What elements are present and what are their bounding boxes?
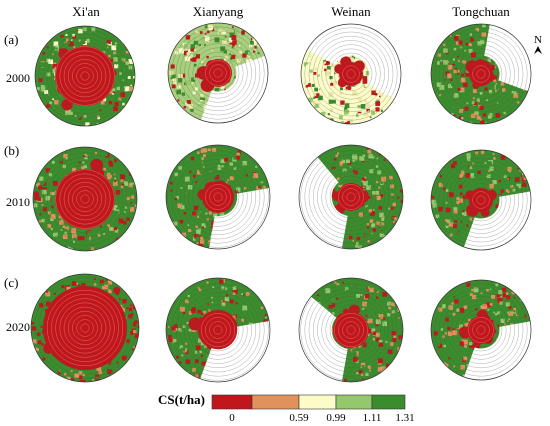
map-tongchuan-2010 — [430, 149, 532, 251]
panel-label-c: (c) — [4, 275, 18, 290]
legend-tick-4: 1.31 — [395, 412, 414, 424]
row-year-2010: 2010 — [6, 195, 30, 209]
legend-swatch-4 — [371, 394, 406, 410]
legend-title: CS(t/ha) — [158, 392, 205, 407]
map-xianyang-2000 — [167, 22, 269, 124]
legend-tick-0: 0 — [229, 412, 235, 424]
map-xianyang-2020 — [165, 277, 271, 383]
column-header-xian: Xi'an — [72, 4, 100, 19]
legend-tick-3: 1.11 — [363, 412, 382, 424]
map-panels — [30, 22, 532, 383]
map-weinan-2020 — [298, 277, 404, 383]
row-year-2020: 2020 — [6, 320, 30, 334]
map-tongchuan-2000 — [430, 23, 532, 125]
row-year-2000: 2000 — [6, 71, 30, 85]
map-xian-2020 — [30, 273, 140, 383]
map-xian-2010 — [32, 146, 138, 252]
legend-swatch-2 — [298, 394, 337, 410]
map-xian-2000 — [34, 25, 136, 127]
column-header-weinan: Weinan — [331, 4, 371, 19]
legend-swatch-0 — [211, 394, 253, 410]
north-arrow-icon: N — [534, 34, 542, 54]
north-label: N — [534, 34, 542, 46]
legend-swatch-3 — [335, 394, 373, 410]
panel-label-b: (b) — [4, 143, 19, 158]
panel-label-a: (a) — [4, 32, 18, 47]
map-tongchuan-2020 — [430, 279, 532, 381]
legend-tick-2: 0.99 — [326, 412, 346, 424]
map-xianyang-2010 — [165, 144, 271, 250]
legend-swatch-1 — [251, 394, 300, 410]
map-weinan-2010 — [298, 144, 404, 250]
legend: CS(t/ha) 0 0.59 0.99 1.11 1.31 — [158, 392, 415, 424]
legend-tick-1: 0.59 — [289, 412, 309, 424]
column-header-tongchuan: Tongchuan — [452, 4, 510, 19]
column-header-xianyang: Xianyang — [193, 4, 244, 19]
map-weinan-2000 — [300, 23, 402, 125]
